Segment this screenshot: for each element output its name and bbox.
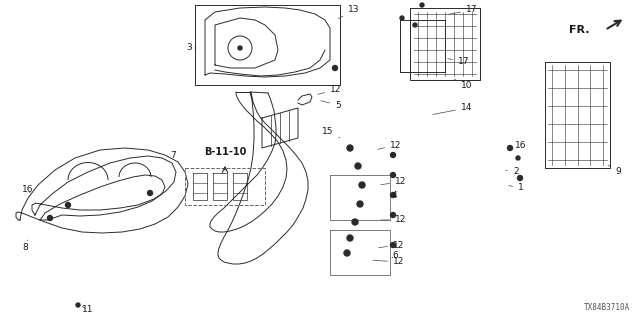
Circle shape <box>347 145 353 151</box>
Text: 1: 1 <box>509 183 524 193</box>
Text: 12: 12 <box>379 241 404 250</box>
Circle shape <box>400 16 404 20</box>
Circle shape <box>76 303 80 307</box>
Circle shape <box>518 175 522 180</box>
Circle shape <box>390 172 396 178</box>
Text: 12: 12 <box>317 85 341 94</box>
Text: 11: 11 <box>82 306 93 315</box>
Text: B-11-10: B-11-10 <box>204 147 246 157</box>
Text: 16: 16 <box>22 186 33 195</box>
Circle shape <box>333 66 337 70</box>
Text: 5: 5 <box>321 100 340 109</box>
Text: 6: 6 <box>392 251 397 260</box>
Text: 12: 12 <box>372 258 404 267</box>
Circle shape <box>390 212 396 218</box>
Circle shape <box>390 153 396 157</box>
Circle shape <box>355 163 361 169</box>
Circle shape <box>352 219 358 225</box>
Text: 10: 10 <box>454 79 472 90</box>
Text: 12: 12 <box>378 140 401 149</box>
Text: 2: 2 <box>506 167 518 177</box>
Circle shape <box>359 182 365 188</box>
Text: 15: 15 <box>322 127 340 138</box>
Circle shape <box>516 156 520 160</box>
Circle shape <box>147 190 152 196</box>
Text: 9: 9 <box>608 165 621 177</box>
Text: 17: 17 <box>448 5 477 14</box>
Text: 13: 13 <box>339 5 360 19</box>
Circle shape <box>390 193 396 197</box>
Text: 17: 17 <box>448 58 470 67</box>
Text: 7: 7 <box>165 150 176 162</box>
Text: 12: 12 <box>381 178 406 187</box>
Circle shape <box>65 203 70 207</box>
Circle shape <box>420 3 424 7</box>
Circle shape <box>413 23 417 27</box>
Circle shape <box>390 243 396 247</box>
Circle shape <box>508 146 513 150</box>
Text: TX84B3710A: TX84B3710A <box>584 303 630 312</box>
Text: 12: 12 <box>381 215 406 225</box>
Text: 3: 3 <box>186 44 196 52</box>
Text: 14: 14 <box>433 103 472 115</box>
Text: 8: 8 <box>22 240 28 252</box>
Circle shape <box>357 201 363 207</box>
Text: FR.: FR. <box>570 25 590 35</box>
Text: 4: 4 <box>392 190 397 199</box>
Circle shape <box>238 46 242 50</box>
Text: 16: 16 <box>508 140 527 149</box>
Circle shape <box>47 215 52 220</box>
Circle shape <box>344 250 350 256</box>
Circle shape <box>347 235 353 241</box>
